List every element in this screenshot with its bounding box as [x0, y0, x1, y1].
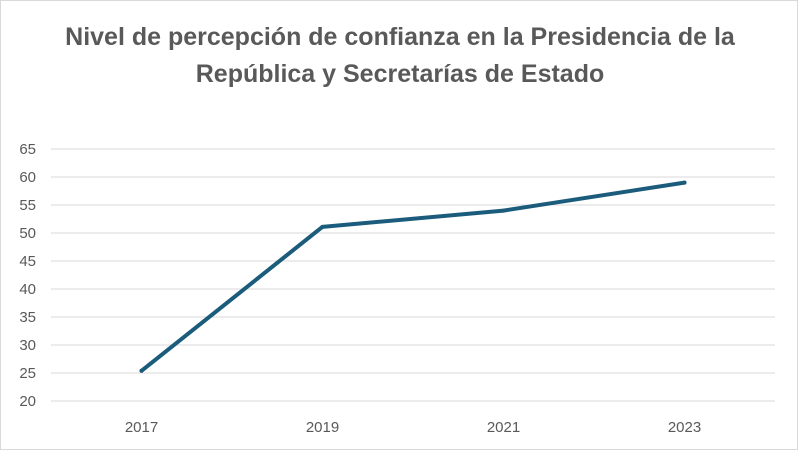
- y-tick-label: 45: [19, 253, 36, 270]
- data-point: [139, 368, 144, 373]
- x-tick-label: 2019: [306, 419, 339, 436]
- y-tick-label: 50: [19, 225, 36, 242]
- y-tick-label: 60: [19, 169, 36, 186]
- x-tick-label: 2017: [125, 419, 158, 436]
- x-tick-label: 2023: [668, 419, 701, 436]
- y-tick-label: 40: [19, 281, 36, 298]
- y-tick-label: 35: [19, 309, 36, 326]
- data-point: [682, 180, 687, 185]
- y-tick-label: 55: [19, 197, 36, 214]
- chart-title: Nivel de percepción de confianza en la P…: [65, 23, 735, 88]
- x-tick-label: 2021: [487, 419, 520, 436]
- y-tick-label: 65: [19, 141, 36, 158]
- data-point: [501, 208, 506, 213]
- series-line: [139, 180, 687, 373]
- y-tick-label: 20: [19, 393, 36, 410]
- y-tick-label: 25: [19, 365, 36, 382]
- data-point: [320, 224, 325, 229]
- y-tick-label: 30: [19, 337, 36, 354]
